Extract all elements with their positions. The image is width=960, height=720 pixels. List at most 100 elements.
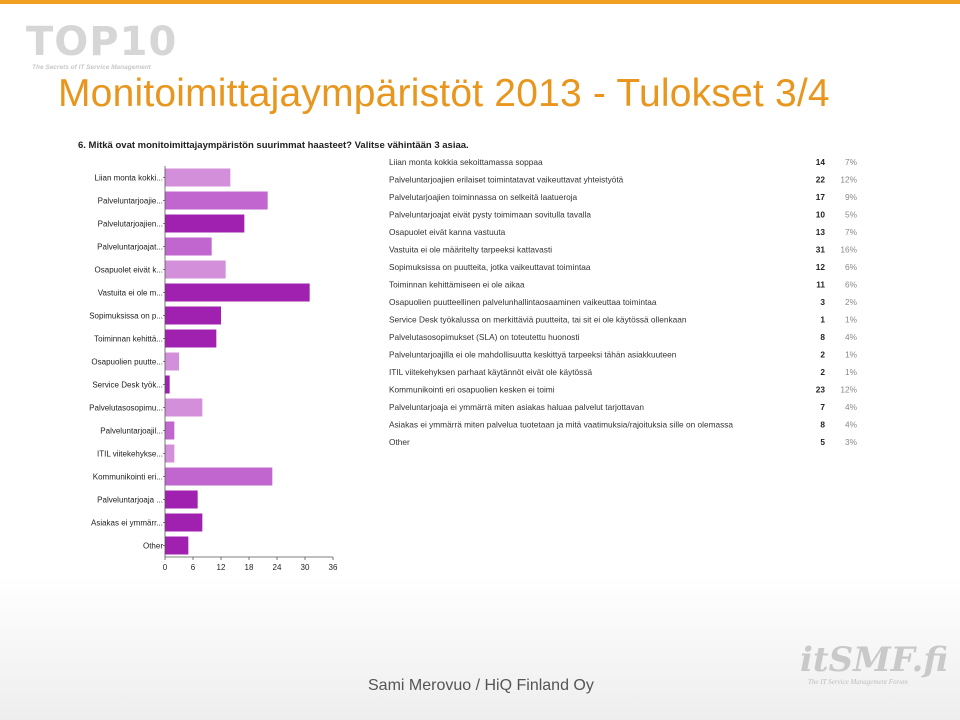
chart-title: 6. Mitkä ovat monitoimittajaympäristön s… (78, 140, 469, 151)
category-label: Palvelutasosopimu... (89, 404, 163, 413)
table-row-count: 31 (816, 245, 826, 255)
x-tick-label: 18 (245, 563, 254, 572)
table-row-percent: 7% (845, 157, 858, 167)
bar (165, 352, 179, 371)
table-row-count: 14 (816, 157, 826, 167)
table-row-count: 8 (820, 332, 825, 342)
category-label: Osapuolet eivät k... (95, 266, 163, 275)
table-row-label: Palveluntarjoaja ei ymmärrä miten asiaka… (389, 402, 644, 412)
table-row-count: 11 (816, 280, 825, 290)
survey-bar-chart: 6. Mitkä ovat monitoimittajaympäristön s… (78, 140, 858, 572)
table-row-percent: 1% (845, 315, 858, 325)
table-row-label: Kommunikointi eri osapuolien kesken ei t… (389, 385, 555, 395)
table-row-count: 3 (820, 297, 825, 307)
table-row-count: 22 (816, 175, 826, 185)
itsmf-logo-tagline: The IT Service Management Forum (808, 678, 908, 686)
table-row-percent: 12% (840, 385, 857, 395)
table-row-percent: 4% (845, 402, 858, 412)
table-row-count: 5 (820, 437, 825, 447)
footer-author: Sami Merovuo / HiQ Finland Oy (368, 677, 594, 694)
table-row-count: 2 (820, 350, 825, 360)
bar (165, 513, 203, 532)
table-row-label: Osapuolien puutteellinen palvelunhallint… (389, 297, 657, 307)
category-label: Palveluntarjoaja ... (97, 496, 163, 505)
top10-logo-text: TOP10 (26, 19, 178, 65)
slide-title: Monitoimittajaympäristöt 2013 - Tulokset… (58, 72, 830, 115)
itsmf-logo-text: itSMF.fi (800, 640, 949, 680)
table-row-label: Palvelutarjoajien toiminnassa on selkeit… (389, 192, 578, 202)
table-row-percent: 7% (845, 227, 858, 237)
x-tick-label: 30 (301, 563, 310, 572)
bar (165, 490, 198, 509)
table-row-percent: 12% (840, 175, 857, 185)
bar (165, 329, 217, 348)
x-tick-label: 12 (217, 563, 226, 572)
bar (165, 306, 221, 325)
itsmf-logo: itSMF.fi The IT Service Management Forum (800, 642, 950, 702)
table-row-count: 17 (816, 192, 826, 202)
category-label: Sopimuksissa on p... (89, 312, 163, 321)
table-row-count: 13 (816, 227, 826, 237)
table-row-count: 7 (820, 402, 825, 412)
x-tick-label: 0 (163, 563, 168, 572)
table-row-label: Toiminnan kehittämiseen ei ole aikaa (389, 280, 525, 290)
category-label: Toiminnan kehittä... (94, 335, 163, 344)
table-row-label: Osapuolet eivät kanna vastuuta (389, 227, 506, 237)
category-label: Other (143, 542, 163, 551)
bar (165, 536, 189, 555)
top-accent-line (0, 0, 960, 4)
table-row-label: Service Desk työkalussa on merkittäviä p… (389, 315, 687, 325)
table-row-count: 2 (820, 367, 825, 377)
bar (165, 467, 273, 486)
table-row-percent: 1% (845, 350, 858, 360)
table-row-percent: 4% (845, 420, 858, 430)
table-row-label: Asiakas ei ymmärrä miten palvelua tuotet… (389, 420, 733, 430)
table-row-percent: 2% (845, 297, 858, 307)
category-label: ITIL viitekehykse... (97, 450, 163, 459)
table-row-count: 8 (820, 420, 825, 430)
category-label: Vastuita ei ole m... (98, 289, 163, 298)
category-label: Service Desk työk... (92, 381, 163, 390)
table-row-percent: 4% (845, 332, 858, 342)
category-label: Palveluntarjoajil... (100, 427, 163, 436)
table-row-percent: 5% (845, 210, 858, 220)
x-tick-label: 24 (273, 563, 282, 572)
table-row-percent: 9% (845, 192, 858, 202)
table-row-label: Vastuita ei ole määritelty tarpeeksi kat… (389, 245, 552, 255)
bar (165, 421, 175, 440)
table-row-label: Liian monta kokkia sekoittamassa soppaa (389, 157, 543, 167)
bar (165, 214, 245, 233)
category-label: Osapuolien puutte... (91, 358, 163, 367)
bar (165, 260, 226, 279)
top10-logo: TOP10 The Secrets of IT Service Manageme… (26, 19, 178, 74)
category-label: Kommunikointi eri... (93, 473, 163, 482)
table-row-label: Palveluntarjoajilla ei ole mahdollisuutt… (389, 350, 677, 360)
category-label: Palveluntarjoajat... (97, 243, 163, 252)
table-row-percent: 16% (840, 245, 857, 255)
table-row-count: 10 (816, 210, 826, 220)
bar (165, 398, 203, 417)
table-row-label: Palveluntarjoajien erilaiset toimintatav… (389, 175, 624, 185)
category-label: Palveluntarjoajie... (98, 197, 163, 206)
table-row-count: 1 (820, 315, 825, 325)
bar (165, 283, 310, 302)
table-row-label: Palveluntarjoajat eivät pysty toimimaan … (389, 210, 591, 220)
table-row-label: Sopimuksissa on puutteita, jotka vaikeut… (389, 262, 591, 272)
bar (165, 444, 175, 463)
top10-logo-tagline: The Secrets of IT Service Management (32, 64, 151, 71)
bar (165, 375, 170, 394)
table-row-percent: 3% (845, 437, 858, 447)
table-row-label: Other (389, 437, 410, 447)
x-tick-label: 36 (329, 563, 338, 572)
table-row-count: 12 (816, 262, 826, 272)
category-label: Asiakas ei ymmärr... (91, 519, 163, 528)
table-row-percent: 6% (845, 262, 858, 272)
bar (165, 168, 231, 187)
table-row-label: ITIL viitekehyksen parhaat käytännöt eiv… (389, 367, 592, 377)
category-label: Palvelutarjoajien... (98, 220, 163, 229)
table-row-count: 23 (816, 385, 826, 395)
table-row-percent: 1% (845, 367, 858, 377)
x-tick-label: 6 (191, 563, 196, 572)
bar (165, 237, 212, 256)
bar (165, 191, 268, 210)
